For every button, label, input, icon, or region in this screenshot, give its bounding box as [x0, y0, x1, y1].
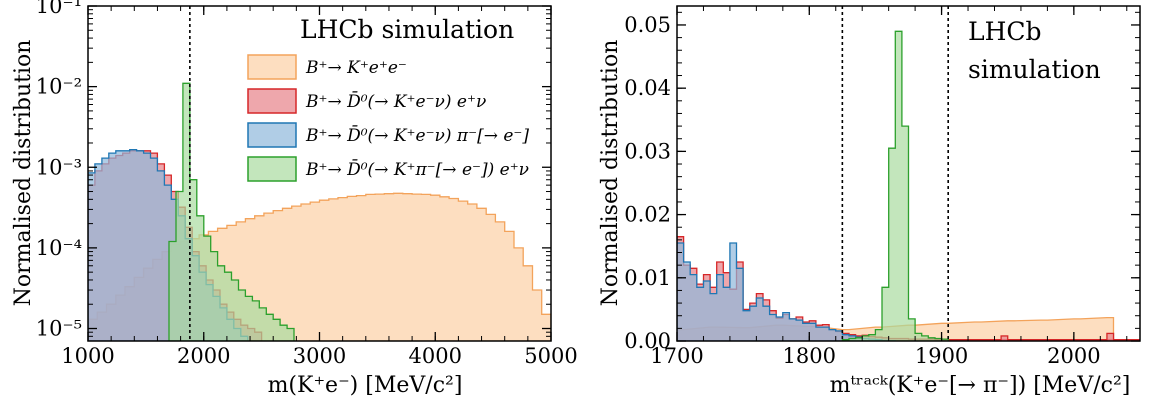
histogram-series-right-2	[677, 242, 896, 341]
legend-swatch	[247, 88, 297, 114]
y-tick-label: 0.04	[624, 76, 671, 100]
right-panel: 1700 1800 1900 2000 0.00 0.01 0.02 0.03 0.04 0.05…	[598, 5, 1141, 398]
right-ticks: 1700 1800 1900 2000 0.00 0.01 0.02 0.03 0.04 0.05	[624, 6, 1140, 368]
left-y-axis-label: Normalised distribution	[11, 40, 36, 307]
x-tick-label: 2000	[1047, 344, 1100, 368]
y-tick-label: 10⁻²	[36, 75, 82, 99]
y-tick-label: 0.05	[624, 13, 671, 37]
right-x-axis-label: mᵗʳᵃᶜᵏ(K⁺e⁻[→ π⁻]) [MeV/c²]	[830, 373, 1131, 398]
legend-swatch	[247, 122, 297, 148]
right-y-axis-label: Normalised distribution	[598, 40, 623, 307]
x-tick-label: 4000	[409, 344, 462, 368]
y-tick-label: 10⁻⁴	[36, 236, 82, 260]
y-tick-label: 10⁻⁵	[36, 317, 82, 341]
legend-swatch	[247, 54, 297, 80]
x-tick-label: 1700	[650, 344, 703, 368]
legend-swatch	[247, 156, 297, 182]
legend-entry: B⁺→ D̄⁰(→ K⁺e⁻ν) π⁻[→ e⁻]	[305, 124, 529, 146]
left-x-axis-label: m(K⁺e⁻) [MeV/c²]	[268, 373, 463, 398]
legend-entry: B⁺→ D̄⁰(→ K⁺π⁻[→ e⁻]) e⁺ν	[305, 158, 529, 180]
right-annotation-line1: LHCb	[968, 17, 1042, 46]
legend-entry: B⁺→ K⁺e⁺e⁻	[305, 58, 407, 78]
right-axes-frame	[676, 5, 1141, 342]
right-histograms	[677, 30, 1140, 341]
right-annotation-line2: simulation	[968, 55, 1101, 84]
x-tick-label: 5000	[524, 344, 577, 368]
x-tick-label: 1000	[61, 344, 114, 368]
legend: B⁺→ K⁺e⁺e⁻ B⁺→ D̄⁰(→ K⁺e⁻ν) e⁺ν B⁺→ D̄⁰(→ …	[247, 54, 529, 182]
y-tick-label: 0.00	[624, 329, 671, 353]
x-tick-label: 3000	[293, 344, 346, 368]
left-panel: 1000 2000 3000 4000 5000 10⁻⁵ 10⁻⁴ 10⁻³ 10⁻² 10⁻¹…	[11, 0, 578, 398]
y-tick-label: 0.03	[624, 139, 671, 163]
x-tick-label: 1800	[783, 344, 836, 368]
histogram-series-right-3	[841, 30, 949, 341]
left-histograms	[88, 82, 551, 341]
y-tick-label: 10⁻³	[36, 155, 82, 179]
y-tick-label: 10⁻¹	[36, 0, 82, 18]
y-tick-label: 0.02	[624, 203, 671, 227]
left-ticks: 1000 2000 3000 4000 5000 10⁻⁵ 10⁻⁴ 10⁻³ 10⁻² 10⁻¹	[36, 0, 578, 368]
y-tick-label: 0.01	[624, 266, 671, 290]
legend-entry: B⁺→ D̄⁰(→ K⁺e⁻ν) e⁺ν	[305, 90, 486, 112]
histogram-extra-bin-1	[1106, 332, 1115, 341]
histogram-extra-bin-0	[1000, 335, 1009, 341]
x-tick-label: 1900	[915, 344, 968, 368]
left-annotation: LHCb simulation	[300, 15, 514, 44]
x-tick-label: 2000	[177, 344, 230, 368]
